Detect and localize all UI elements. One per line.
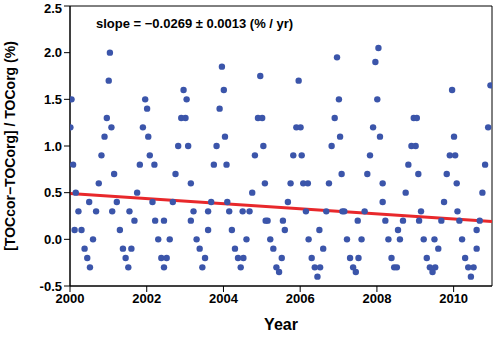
svg-text:2010: 2010 [439,291,468,306]
svg-text:2000: 2000 [55,291,85,307]
svg-text:2006: 2006 [286,291,315,306]
svg-text:-0.5: -0.5 [40,279,62,294]
svg-text:2002: 2002 [132,291,161,306]
svg-text:[TOCcor−TOCorg] / TOCorg (%): [TOCcor−TOCorg] / TOCorg (%) [8,41,18,251]
svg-text:0.5: 0.5 [44,185,62,200]
svg-text:0.0: 0.0 [44,232,62,247]
svg-text:2008: 2008 [362,291,391,306]
html-text:slope = −0.0269 ± 0.0013 (% /: slope = −0.0269 ± 0.0013 (% / yr) [96,16,294,31]
svg-text:2.0: 2.0 [44,45,62,60]
svg-text:2.5: 2.5 [44,1,62,16]
svg-text:2004: 2004 [209,291,239,306]
svg-text:1.0: 1.0 [44,139,62,154]
svg-text:Year: Year [264,316,298,333]
svg-text:1.5: 1.5 [44,92,62,107]
